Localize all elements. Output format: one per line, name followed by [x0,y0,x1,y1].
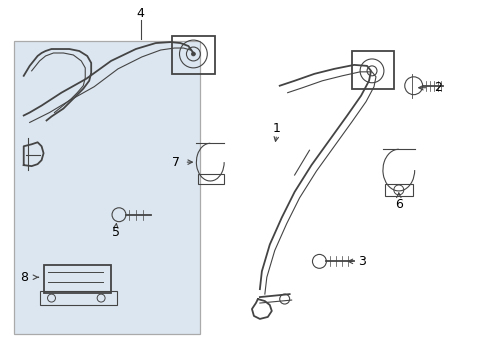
Text: 1: 1 [273,122,281,135]
Text: 4: 4 [137,7,145,20]
Text: 2: 2 [435,81,442,94]
Text: 6: 6 [395,198,403,211]
Text: 8: 8 [20,271,28,284]
Bar [385,184,413,196]
Text: 7: 7 [172,156,179,168]
Bar [172,36,215,74]
Bar [40,291,117,305]
Text: 5: 5 [112,226,120,239]
Bar [44,265,111,293]
Bar [198,174,224,184]
Bar [352,51,394,89]
Circle shape [192,52,196,56]
Text: 3: 3 [358,255,366,268]
Bar [14,41,200,334]
